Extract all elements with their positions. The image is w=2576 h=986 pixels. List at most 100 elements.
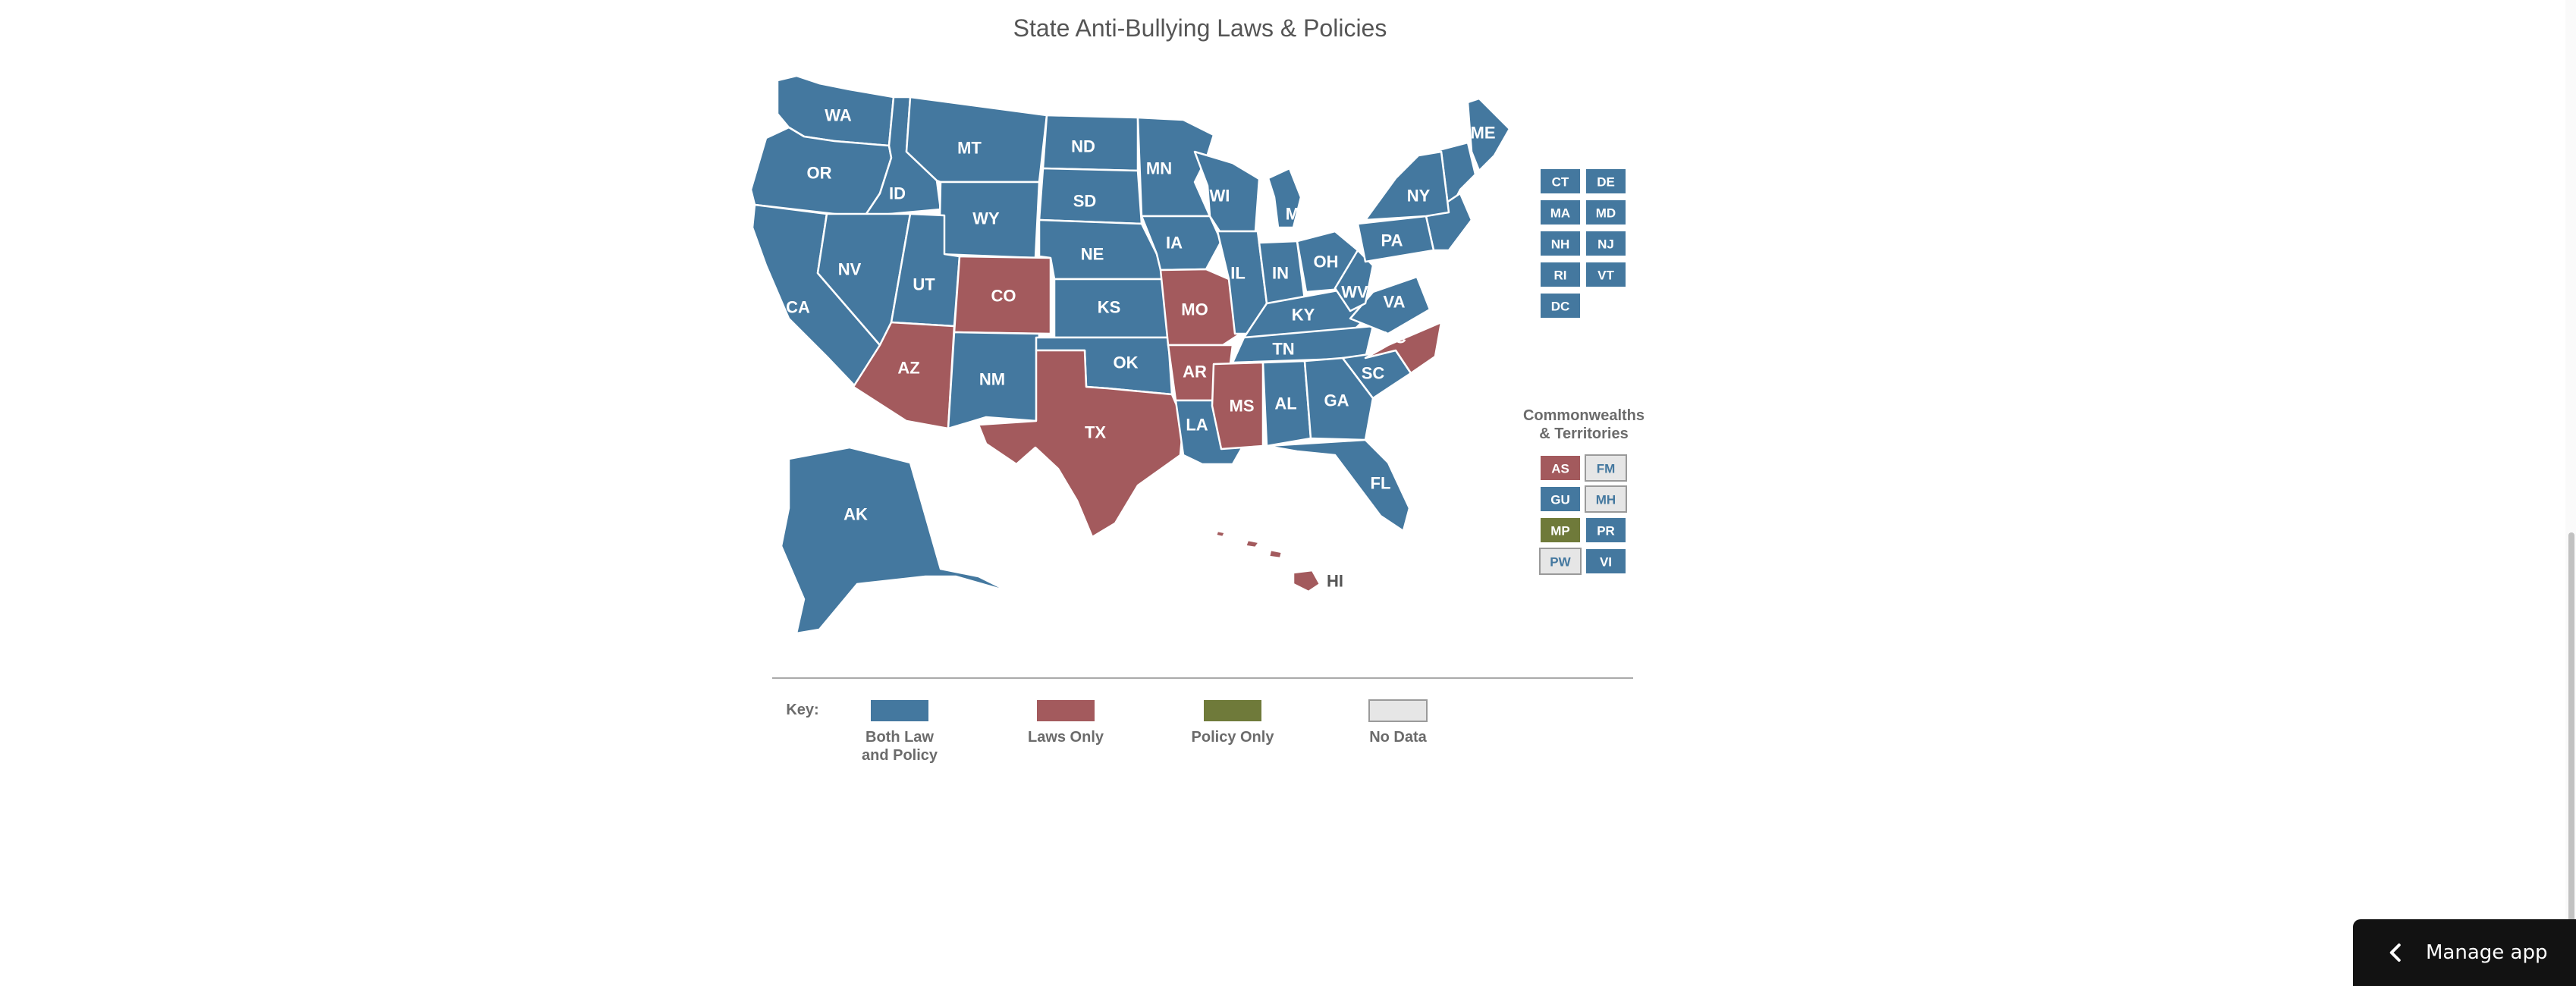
- key-swatch-laws: [1037, 700, 1095, 721]
- small-state-nj[interactable]: [1585, 230, 1627, 257]
- state-label-al: AL: [1274, 394, 1296, 413]
- states-layer: [749, 74, 1511, 635]
- state-label-hi: HI: [1327, 572, 1343, 591]
- state-me[interactable]: [1466, 97, 1511, 172]
- territory-mp[interactable]: [1539, 517, 1582, 544]
- state-label-nm: NM: [979, 370, 1005, 389]
- state-va[interactable]: [1349, 275, 1431, 335]
- state-ms[interactable]: [1211, 361, 1264, 451]
- small-state-dc[interactable]: [1539, 292, 1582, 319]
- manage-app-button[interactable]: Manage app: [2353, 919, 2576, 986]
- state-label-in: IN: [1272, 264, 1289, 283]
- state-label-fl: FL: [1371, 474, 1391, 493]
- state-label-ut: UT: [913, 275, 935, 294]
- small-state-label-nh: NH: [1551, 237, 1570, 252]
- key-text-nodata: No Data: [1369, 729, 1427, 746]
- state-label-nd: ND: [1071, 137, 1095, 156]
- state-pa[interactable]: [1356, 215, 1435, 263]
- state-hi[interactable]: [1292, 569, 1321, 593]
- territory-label-fm: FM: [1597, 462, 1616, 476]
- small-state-label-de: DE: [1597, 175, 1615, 190]
- scrollbar-thumb[interactable]: [2568, 532, 2574, 986]
- state-label-ms: MS: [1230, 397, 1255, 416]
- state-mi[interactable]: [1267, 167, 1302, 229]
- territory-gu[interactable]: [1539, 485, 1582, 513]
- territory-vi[interactable]: [1585, 548, 1627, 575]
- small-state-md[interactable]: [1585, 199, 1627, 226]
- territory-label-vi: VI: [1600, 555, 1612, 570]
- territory-label-gu: GU: [1550, 493, 1570, 507]
- state-label-ne: NE: [1081, 245, 1104, 264]
- small-state-label-nj: NJ: [1597, 237, 1614, 252]
- state-label-tx: TX: [1085, 423, 1106, 442]
- state-label-ny: NY: [1407, 187, 1431, 206]
- state-label-pa: PA: [1381, 231, 1403, 250]
- state-shape-minor: [1268, 548, 1283, 560]
- small-state-ri[interactable]: [1539, 261, 1582, 288]
- territory-label-mp: MP: [1550, 524, 1570, 539]
- small-state-label-ct: CT: [1552, 175, 1569, 190]
- state-fl[interactable]: [1265, 438, 1411, 532]
- key-swatch-policy: [1204, 700, 1261, 721]
- state-label-ak: AK: [843, 505, 868, 524]
- state-label-wi: WI: [1210, 187, 1230, 206]
- state-ny[interactable]: [1364, 150, 1450, 221]
- state-label-nc: NC: [1382, 328, 1406, 347]
- state-label-va: VA: [1384, 293, 1406, 312]
- small-state-ma[interactable]: [1539, 199, 1582, 226]
- territories-grid: Commonwealths& Territories AS FM GU MH MP PR PW…: [1523, 407, 1645, 575]
- state-nc[interactable]: [1364, 321, 1443, 375]
- manage-app-label: Manage app: [2426, 941, 2548, 964]
- small-state-label-md: MD: [1596, 206, 1616, 221]
- territory-as[interactable]: [1539, 454, 1582, 482]
- key-text-laws: Laws Only: [1028, 729, 1104, 746]
- state-ga[interactable]: [1303, 356, 1374, 441]
- territory-mh[interactable]: [1585, 485, 1627, 513]
- territory-label-mh: MH: [1596, 493, 1616, 507]
- small-state-label-ri: RI: [1554, 268, 1567, 283]
- small-state-nh[interactable]: [1539, 230, 1582, 257]
- state-label-ia: IA: [1166, 234, 1183, 253]
- territory-pw[interactable]: [1539, 548, 1582, 575]
- key-swatch-nodata: [1368, 699, 1428, 722]
- state-labels: WA OR CA ID NV MT WY UT AZ CO NM ND SD NE KS OK TX MN IA MO…: [786, 106, 1495, 591]
- state-label-co: CO: [991, 287, 1016, 306]
- state-label-mn: MN: [1146, 159, 1172, 178]
- state-label-ga: GA: [1324, 391, 1349, 410]
- small-state-ct[interactable]: [1539, 168, 1582, 195]
- state-label-me: ME: [1471, 124, 1496, 143]
- key-text-policy: Policy Only: [1192, 729, 1275, 746]
- small-state-label-dc: DC: [1551, 300, 1570, 314]
- state-label-nv: NV: [838, 260, 862, 279]
- small-state-vt[interactable]: [1585, 261, 1627, 288]
- state-tx[interactable]: [977, 349, 1185, 539]
- state-co[interactable]: [953, 255, 1052, 335]
- state-label-ca: CA: [786, 298, 810, 317]
- state-nm[interactable]: [947, 331, 1041, 430]
- state-label-wa: WA: [825, 106, 852, 125]
- state-label-ok: OK: [1114, 353, 1139, 372]
- territory-label-as: AS: [1551, 462, 1569, 476]
- territory-pr[interactable]: [1585, 517, 1627, 544]
- state-label-wv: WV: [1341, 283, 1368, 302]
- state-label-oh: OH: [1314, 253, 1339, 272]
- state-label-tn: TN: [1272, 340, 1294, 359]
- state-label-mi: MI: [1286, 205, 1304, 224]
- small-state-de[interactable]: [1585, 168, 1627, 195]
- state-label-sc: SC: [1362, 364, 1385, 383]
- key-label: Key:: [786, 702, 818, 718]
- state-label-la: LA: [1186, 416, 1208, 435]
- chevron-left-icon: [2389, 944, 2401, 962]
- territory-fm[interactable]: [1585, 454, 1627, 482]
- map-title: State Anti-Bullying Laws & Policies: [1013, 14, 1387, 42]
- key-swatch-both: [871, 700, 928, 721]
- state-label-mo: MO: [1181, 300, 1208, 319]
- small-state-label-vt: VT: [1597, 268, 1614, 283]
- state-label-il: IL: [1230, 264, 1246, 283]
- key-text-both: Both Law: [865, 729, 934, 746]
- state-shape-minor: [1214, 529, 1227, 539]
- state-label-or: OR: [807, 164, 832, 183]
- state-wv[interactable]: [1334, 249, 1374, 312]
- state-ak[interactable]: [780, 446, 1010, 635]
